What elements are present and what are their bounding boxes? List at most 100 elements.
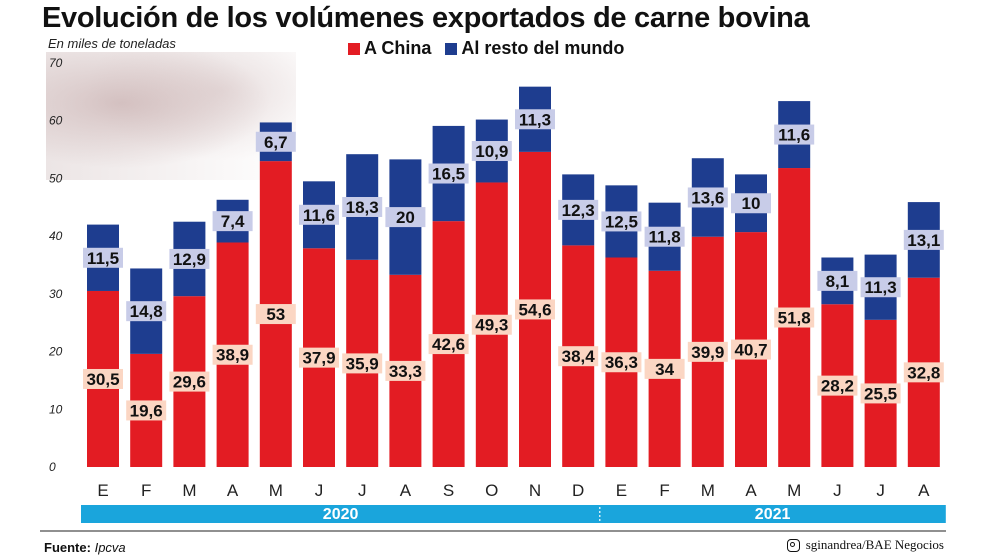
data-label-bg-china xyxy=(169,371,210,392)
data-label-bg-china xyxy=(471,314,512,335)
data-label-bg-rest xyxy=(774,124,815,145)
data-label-bg-rest xyxy=(903,229,944,250)
data-label-rest: 12,3 xyxy=(562,201,595,220)
data-label-china: 32,8 xyxy=(907,363,940,382)
data-label-bg-rest xyxy=(601,211,642,232)
data-label-bg-china xyxy=(83,368,123,389)
chart-title: Evolución de los volúmenes exportados de… xyxy=(42,2,810,34)
data-label-rest: 14,8 xyxy=(130,302,163,321)
data-label-rest: 12,5 xyxy=(605,212,638,231)
year-band xyxy=(81,505,946,523)
data-label-rest: 10,9 xyxy=(475,142,508,161)
y-tick-label: 40 xyxy=(49,229,63,243)
data-label-bg-china xyxy=(126,400,167,421)
x-tick-label: F xyxy=(659,481,669,500)
y-tick-label: 70 xyxy=(49,56,63,70)
data-label-china: 54,6 xyxy=(518,300,551,319)
data-label-bg-rest xyxy=(428,163,469,184)
x-tick-label: J xyxy=(358,481,367,500)
x-tick-label: A xyxy=(400,481,412,500)
data-label-rest: 11,3 xyxy=(865,278,897,297)
data-label-bg-china xyxy=(860,383,901,404)
data-label-china: 49,3 xyxy=(475,316,508,335)
x-tick-label: D xyxy=(572,481,584,500)
data-label-bg-china xyxy=(385,360,426,381)
legend-label-rest: Al resto del mundo xyxy=(461,38,625,58)
x-tick-label: F xyxy=(141,481,151,500)
data-label-bg-rest xyxy=(169,248,210,269)
y-tick-label: 30 xyxy=(49,287,63,301)
legend: A China Al resto del mundo xyxy=(348,38,624,59)
data-label-bg-rest xyxy=(83,247,123,268)
x-tick-label: N xyxy=(529,481,541,500)
data-label-bg-rest xyxy=(558,199,599,220)
data-label-bg-rest xyxy=(126,301,167,322)
data-label-china: 42,6 xyxy=(432,335,465,354)
data-label-rest: 16,5 xyxy=(432,165,465,184)
data-label-bg-china xyxy=(299,347,339,368)
year-label: 2020 xyxy=(323,506,359,523)
x-tick-label: J xyxy=(315,481,324,500)
instagram-icon xyxy=(786,538,800,552)
data-label-rest: 7,4 xyxy=(221,212,245,231)
x-tick-label: O xyxy=(485,481,498,500)
data-label-bg-china xyxy=(342,353,383,374)
data-label-bg-china xyxy=(212,344,253,365)
unit-label: En miles de toneladas xyxy=(48,36,176,51)
data-label-china: 51,8 xyxy=(778,309,811,328)
data-label-bg-china xyxy=(428,334,469,355)
data-label-bg-china xyxy=(644,358,685,379)
x-tick-label: S xyxy=(443,481,454,500)
data-label-rest: 10 xyxy=(742,194,761,213)
legend-swatch-rest xyxy=(445,42,458,55)
x-tick-label: A xyxy=(918,481,930,500)
y-tick-label: 10 xyxy=(49,402,63,416)
data-label-rest: 11,8 xyxy=(649,228,681,247)
data-label-china: 30,5 xyxy=(86,370,119,389)
year-label: 2021 xyxy=(755,506,791,523)
y-tick-label: 20 xyxy=(48,345,63,359)
data-label-bg-china xyxy=(255,304,296,325)
data-label-china: 38,9 xyxy=(216,346,249,365)
data-label-rest: 12,9 xyxy=(173,250,206,269)
x-tick-label: M xyxy=(269,481,283,500)
data-label-bg-rest xyxy=(860,277,901,298)
x-tick-label: M xyxy=(787,481,801,500)
data-label-bg-china xyxy=(903,362,944,383)
legend-item-china: A China xyxy=(348,38,431,59)
data-label-china: 53 xyxy=(266,305,285,324)
data-label-china: 39,9 xyxy=(691,343,724,362)
background-photo xyxy=(46,52,296,180)
data-label-bg-china xyxy=(774,307,815,328)
data-label-rest: 13,1 xyxy=(907,231,940,250)
data-label-rest: 11,6 xyxy=(778,126,810,145)
data-label-rest: 11,5 xyxy=(87,249,119,268)
source-note: Fuente: Ipcva xyxy=(44,540,126,555)
data-label-bg-china xyxy=(601,352,642,373)
source-label: Fuente: xyxy=(44,540,91,555)
data-label-bg-china xyxy=(558,346,599,367)
x-tick-label: J xyxy=(876,481,885,500)
x-tick-label: A xyxy=(227,481,239,500)
data-label-bg-china xyxy=(515,299,555,320)
data-label-rest: 20 xyxy=(396,208,415,227)
x-tick-label: J xyxy=(833,481,842,500)
data-label-china: 33,3 xyxy=(389,362,422,381)
data-label-bg-rest xyxy=(731,193,771,214)
x-tick-label: E xyxy=(616,481,627,500)
data-label-china: 19,6 xyxy=(130,401,163,420)
data-label-china: 29,6 xyxy=(173,373,206,392)
legend-item-rest: Al resto del mundo xyxy=(445,38,624,59)
data-label-bg-china xyxy=(817,375,858,396)
source-name: Ipcva xyxy=(94,540,126,555)
credit-text: sginandrea/BAE Negocios xyxy=(805,537,944,552)
data-label-bg-rest xyxy=(817,270,858,291)
data-label-china: 28,2 xyxy=(821,377,854,396)
credit: sginandrea/BAE Negocios xyxy=(786,537,944,553)
x-tick-label: A xyxy=(745,481,757,500)
y-tick-label: 0 xyxy=(49,460,56,474)
data-label-china: 38,4 xyxy=(562,347,596,366)
data-label-bg-rest xyxy=(687,187,728,208)
data-label-rest: 11,3 xyxy=(519,110,551,129)
